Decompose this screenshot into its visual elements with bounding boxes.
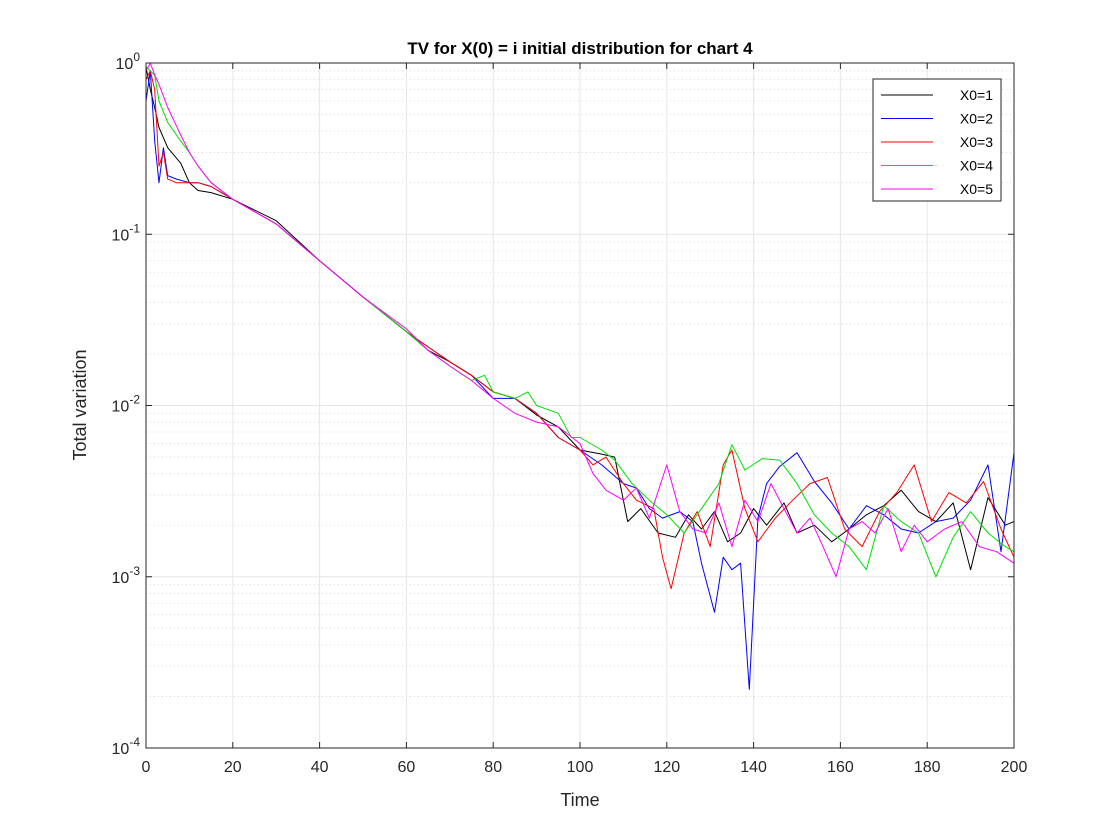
legend-box: [872, 78, 1002, 202]
x-tick-label: 200: [1001, 759, 1028, 776]
ticks: 0 20 40 60 80 100 120 140 160 180 200 100 10-1 10-2 10…: [112, 50, 1028, 776]
y-axis-label: Total variation: [70, 349, 90, 460]
x-tick-label: 180: [914, 759, 941, 776]
x-tick-label: 140: [740, 759, 767, 776]
series-line-5: [145, 62, 1015, 578]
series-layer: [145, 62, 1015, 690]
chart-title: TV for X(0) = i initial distribution for…: [407, 39, 753, 58]
x-tick-label: 100: [567, 759, 594, 776]
series-line-1: [145, 66, 1015, 571]
y-tick-label: 10-4: [112, 735, 141, 758]
legend-label-1: X0=1: [960, 87, 993, 103]
y-tick-label: 10-3: [112, 564, 141, 587]
x-tick-label: 20: [224, 759, 242, 776]
legend-label-5: X0=5: [960, 181, 993, 197]
legend-label-2: X0=2: [960, 111, 993, 127]
grid: [145, 62, 1015, 749]
legend-label-4: X0=4: [960, 158, 993, 174]
y-tick-label: 10-1: [112, 221, 141, 244]
x-tick-label: 120: [653, 759, 680, 776]
y-tick-label: 100: [116, 50, 141, 73]
x-tick-label: 40: [311, 759, 329, 776]
y-tick-label: 10-2: [112, 393, 141, 416]
x-tick-label: 0: [142, 759, 151, 776]
legend-label-3: X0=3: [960, 134, 993, 150]
x-axis-label: Time: [560, 790, 599, 810]
x-tick-label: 60: [398, 759, 416, 776]
x-tick-label: 160: [827, 759, 854, 776]
x-tick-label: 80: [484, 759, 502, 776]
legend: X0=1 X0=2 X0=3 X0=4 X0=5: [872, 78, 1002, 202]
